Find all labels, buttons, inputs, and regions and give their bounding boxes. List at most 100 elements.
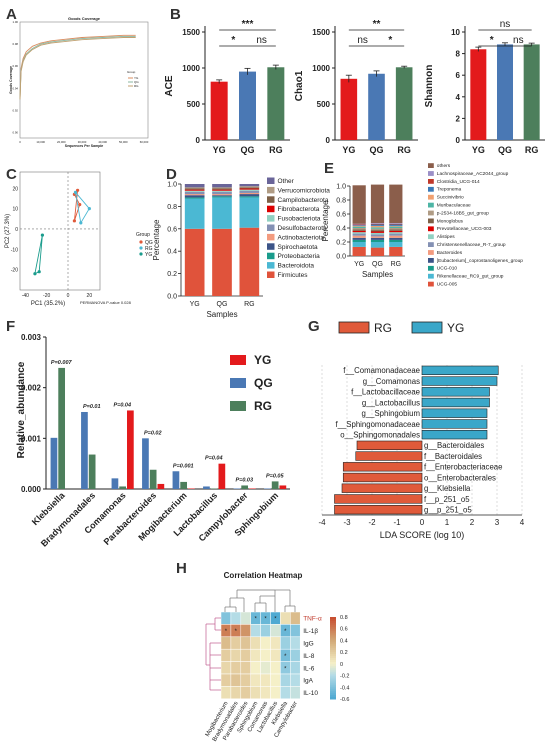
chart-g-label: o__Enterobacterales: [424, 473, 496, 482]
chart-c-legend-label: RG: [145, 246, 153, 252]
chart-h-cell: [290, 673, 301, 687]
chart-h-colorbar-cell: [330, 674, 336, 677]
chart-e-xtick: QG: [372, 261, 383, 268]
chart-c-legend-dot: [139, 246, 143, 250]
chart-d-segment: [212, 187, 232, 189]
chart-h-colorbar-tick: 0.4: [340, 638, 348, 644]
chart-f-bar-qg: [81, 411, 88, 489]
chart-B3-ytick: 2: [456, 114, 461, 123]
chart-h-colorbar-cell: [330, 680, 336, 684]
chart-h-colorbar-cell: [330, 655, 336, 659]
chart-d-segment: [212, 194, 232, 196]
chart-B1-ylabel: ACE: [164, 75, 175, 96]
chart-g-xlabel: LDA SCORE (log 10): [380, 530, 465, 540]
chart-e-segment: [389, 242, 403, 247]
chart-g-xtick: 0: [420, 518, 425, 527]
chart-d-ytick: 0.0: [167, 294, 177, 301]
chart-e-segment: [389, 229, 403, 231]
chart-d-segment: [212, 196, 232, 198]
chart-e-segment: [352, 225, 366, 227]
chart-e-segment: [389, 232, 403, 234]
chart-h-cell: [220, 686, 232, 700]
chart-d-legend-label: Fusobacteriota: [278, 216, 321, 223]
chart-d-segment: [212, 190, 232, 192]
chart-c-frame: [19, 171, 101, 291]
chart-f-bar-qg: [203, 486, 210, 489]
chart-B1-ytick: 1500: [182, 28, 200, 37]
chart-h-colorbar-tick: -0.6: [340, 697, 349, 703]
chart-h-colorbar-tick: -0.2: [340, 674, 349, 680]
chart-c-point-yg: [37, 270, 41, 274]
chart-d-legend-swatch: [267, 252, 275, 260]
chart-d-ylabel: Percentage: [152, 219, 161, 260]
chart-e-legend-swatch: [428, 171, 434, 176]
chart-e-legend-swatch: [428, 202, 434, 208]
chart-e-legend-swatch: [428, 194, 434, 200]
chart-d-legend-label: Fibrobacterota: [278, 206, 320, 213]
chart-h-colorbar-cell: [330, 690, 336, 694]
chart-d-ytick: 0.4: [167, 249, 177, 256]
chart-e-segment: [370, 184, 385, 224]
chart-f-pvalue: P=0.05: [266, 473, 285, 479]
chart-e-ytick: 0.2: [336, 240, 346, 247]
chart-a-xlabel: Sequences Per Sample: [65, 144, 104, 148]
chart-a-frame: [19, 21, 149, 139]
chart-e-segment: [389, 246, 403, 256]
chart-e-xlabel: Samples: [362, 270, 393, 279]
chart-c-legend-dot: [139, 240, 143, 244]
chart-h-star: *: [254, 617, 257, 623]
chart-e-segment: [352, 224, 366, 226]
chart-f-bar-qg: [233, 488, 241, 489]
chart-f-pvalue: P=0.03: [235, 477, 253, 483]
chart-B1-sig-label: ***: [242, 19, 254, 30]
chart-f-bar-yg: [279, 485, 287, 489]
chart-h-colorbar-cell: [330, 639, 336, 643]
chart-d-segment: [184, 187, 205, 189]
chart-e-segment: [370, 247, 385, 256]
chart-B1-sig-label: *: [231, 35, 235, 46]
chart-e-segment: [352, 233, 366, 236]
chart-e-segment: [389, 233, 403, 236]
chart-a-ytick: 0.96: [13, 64, 19, 68]
chart-h-colorbar-cell: [330, 627, 336, 630]
chart-f-legend-label: QG: [254, 376, 273, 390]
chart-h-colorbar-cell: [330, 668, 336, 671]
chart-e-legend-label: UCG-005: [437, 282, 458, 288]
chart-g-bar: [421, 429, 488, 440]
chart-h-cell: [270, 661, 281, 675]
chart-d-segment: [212, 191, 232, 195]
chart-g-label: f__Bacteroidales: [424, 452, 482, 461]
chart-B2-sig-label: ns: [357, 35, 368, 46]
chart-e-legend-label: Succinivibrio: [437, 195, 464, 201]
chart-d-legend-label: Proteobacteria: [278, 253, 321, 260]
chart-d-segment: [212, 184, 232, 188]
chart-e-legend-label: Bacteroides: [437, 250, 463, 256]
chart-h-row-label: IgG: [303, 641, 313, 648]
chart-B1-ytick: 500: [187, 100, 201, 109]
chart-h-colorbar-cell: [330, 633, 336, 636]
chart-B3-bar-rg: [523, 44, 540, 140]
chart-e-segment: [370, 223, 385, 224]
chart-h-cell: [260, 661, 271, 675]
chart-h-cell: [240, 611, 251, 625]
chart-e-segment: [389, 228, 403, 230]
chart-f-bar-qg: [142, 438, 149, 489]
chart-e-segment: [352, 242, 366, 247]
chart-h-colorbar-cell: [330, 621, 336, 624]
chart-f-ytick: 0.002: [21, 384, 42, 393]
chart-g-label: g__p_251_o5: [424, 506, 472, 515]
chart-e-legend-label: Prevotellaceae_UCG-003: [437, 226, 492, 232]
chart-e-legend-label: others: [437, 163, 451, 169]
chart-d-segment: [239, 194, 260, 197]
chart-e-ytick: 1.0: [336, 184, 346, 191]
chart-d-segment: [184, 198, 205, 229]
chart-d-segment: [212, 228, 232, 296]
chart-h-colorbar-cell: [330, 643, 336, 647]
chart-g-bar: [421, 387, 490, 397]
chart-a-ytick: 0.90: [13, 130, 19, 134]
chart-B2-xtick: QG: [369, 145, 383, 155]
chart-d-xtick: YG: [190, 301, 200, 308]
chart-h-colorbar-cell: [330, 649, 336, 653]
chart-h-colorbar-cell: [330, 664, 336, 667]
chart-d-segment: [239, 186, 260, 188]
